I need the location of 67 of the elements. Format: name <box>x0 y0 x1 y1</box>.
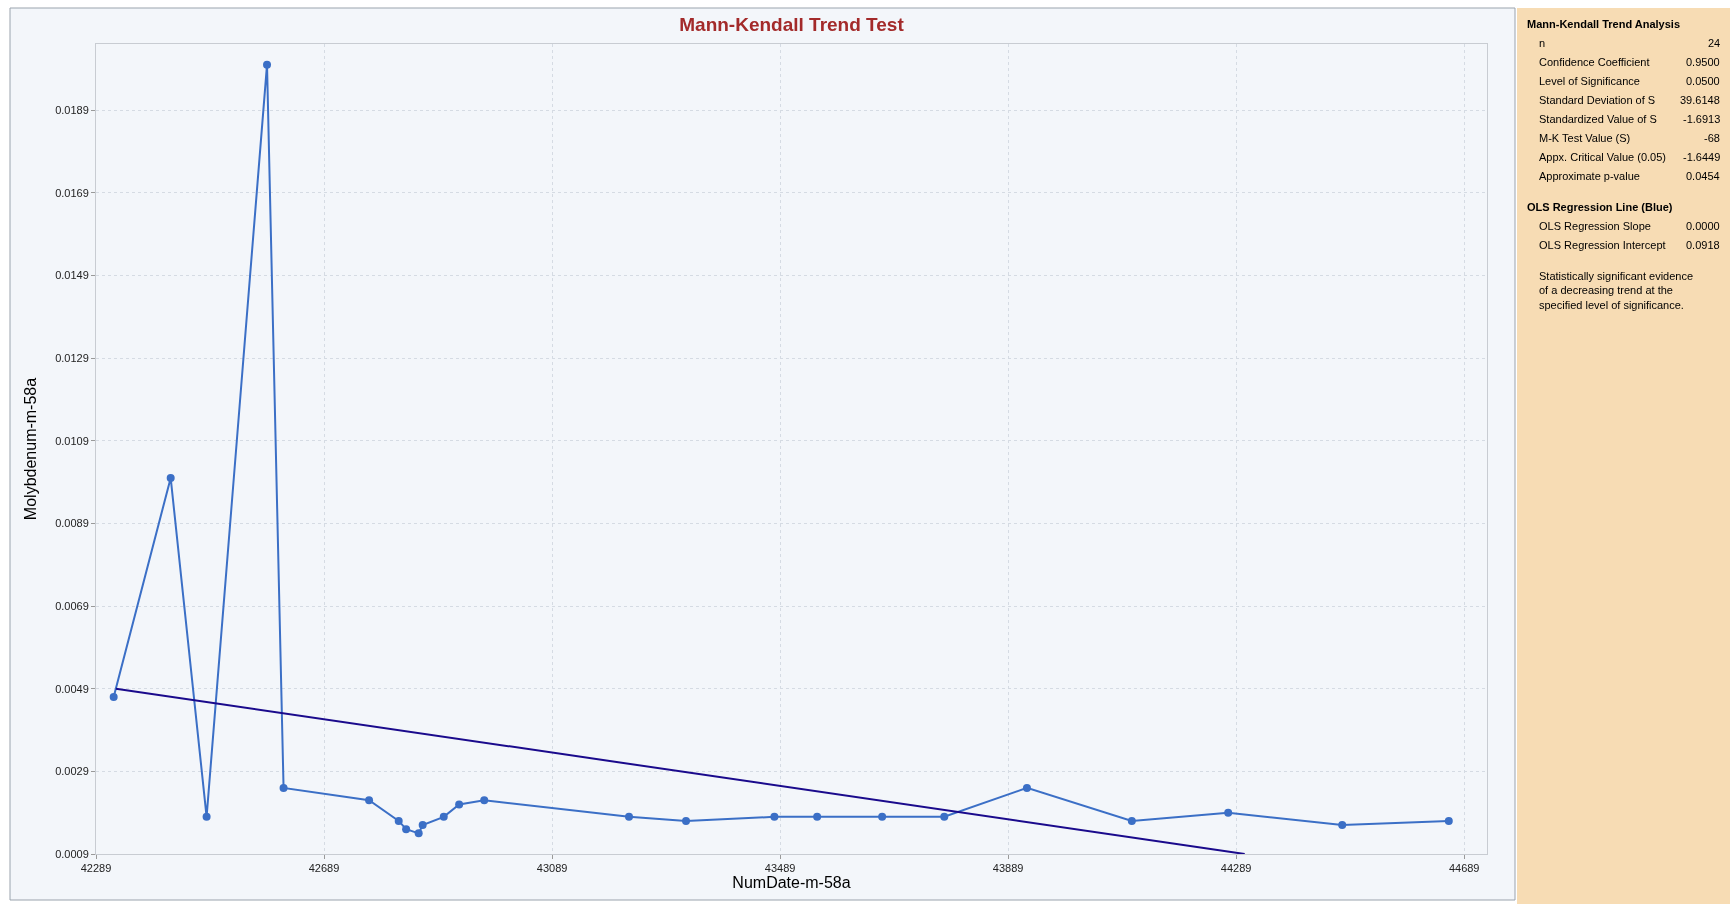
x-tick-label: 44689 <box>1448 862 1480 875</box>
x-tick-label: 44289 <box>1220 862 1252 875</box>
x-tick-label: 42689 <box>308 862 340 875</box>
text: Confidence Coefficient <box>1539 56 1650 68</box>
text: M-K Test Value (S) <box>1539 132 1631 144</box>
point <box>402 825 411 834</box>
point <box>625 812 634 821</box>
x-tick-label: 42289 <box>80 862 112 875</box>
point <box>1224 808 1233 817</box>
point <box>1338 821 1347 830</box>
point <box>263 60 272 69</box>
text: 0.9500 <box>1686 56 1720 68</box>
x-tick-label: 43489 <box>764 862 796 875</box>
text: OLS Regression Intercept <box>1539 239 1666 251</box>
y-axis-title: Molybdenum-m-58a <box>22 377 40 521</box>
text: 0.0500 <box>1686 75 1720 87</box>
point <box>414 829 423 838</box>
text: -68 <box>1704 132 1720 144</box>
point <box>109 692 118 701</box>
y-tick-label: 0.0149 <box>55 269 89 282</box>
point <box>682 816 691 825</box>
point <box>418 821 427 830</box>
text: Appx. Critical Value (0.05) <box>1539 151 1666 163</box>
point <box>202 812 211 821</box>
point <box>394 816 403 825</box>
point <box>480 796 489 805</box>
text: Standard Deviation of S <box>1539 94 1656 106</box>
point <box>1022 783 1031 792</box>
y-tick-label: 0.0069 <box>55 599 89 612</box>
point <box>455 800 464 809</box>
chart-title: Mann-Kendall Trend Test <box>679 13 905 35</box>
point <box>166 473 175 482</box>
x-tick-label: 43889 <box>992 862 1024 875</box>
text: OLS Regression Slope <box>1539 220 1651 232</box>
y-tick-label: 0.0089 <box>55 517 89 530</box>
y-tick-label: 0.0129 <box>55 351 89 364</box>
text: 0.0000 <box>1686 220 1720 232</box>
text: Level of Significance <box>1539 75 1640 87</box>
y-tick-label: 0.0029 <box>55 765 89 778</box>
text: Standardized Value of S <box>1539 113 1657 125</box>
text: -1.6449 <box>1683 151 1721 163</box>
text: n <box>1539 37 1546 49</box>
y-tick-label: 0.0109 <box>55 434 89 447</box>
text: Mann-Kendall Trend Analysis <box>1527 18 1681 30</box>
point <box>365 796 374 805</box>
text: 39.6148 <box>1680 94 1720 106</box>
point <box>940 812 949 821</box>
x-axis-title: NumDate-m-58a <box>732 874 851 892</box>
point <box>1127 816 1136 825</box>
point <box>279 783 288 792</box>
text: 0.0454 <box>1686 170 1720 182</box>
point <box>1444 816 1453 825</box>
x-tick-label: 43089 <box>536 862 568 875</box>
text: Statistically significant evidence of a decreasing trend at the specified level of significance. <box>1539 270 1694 311</box>
y-tick-label: 0.0049 <box>55 682 89 695</box>
text: Approximate p-value <box>1539 170 1640 182</box>
text: 24 <box>1708 37 1721 49</box>
point <box>878 812 887 821</box>
y-tick-label: 0.0169 <box>55 186 89 199</box>
point <box>439 812 448 821</box>
y-tick-label: 0.0189 <box>55 103 89 116</box>
point <box>770 812 779 821</box>
text: 0.0918 <box>1686 239 1720 251</box>
text: OLS Regression Line (Blue) <box>1527 201 1673 213</box>
text: -1.6913 <box>1683 113 1721 125</box>
y-tick-label: 0.0009 <box>55 847 89 860</box>
point <box>813 812 822 821</box>
